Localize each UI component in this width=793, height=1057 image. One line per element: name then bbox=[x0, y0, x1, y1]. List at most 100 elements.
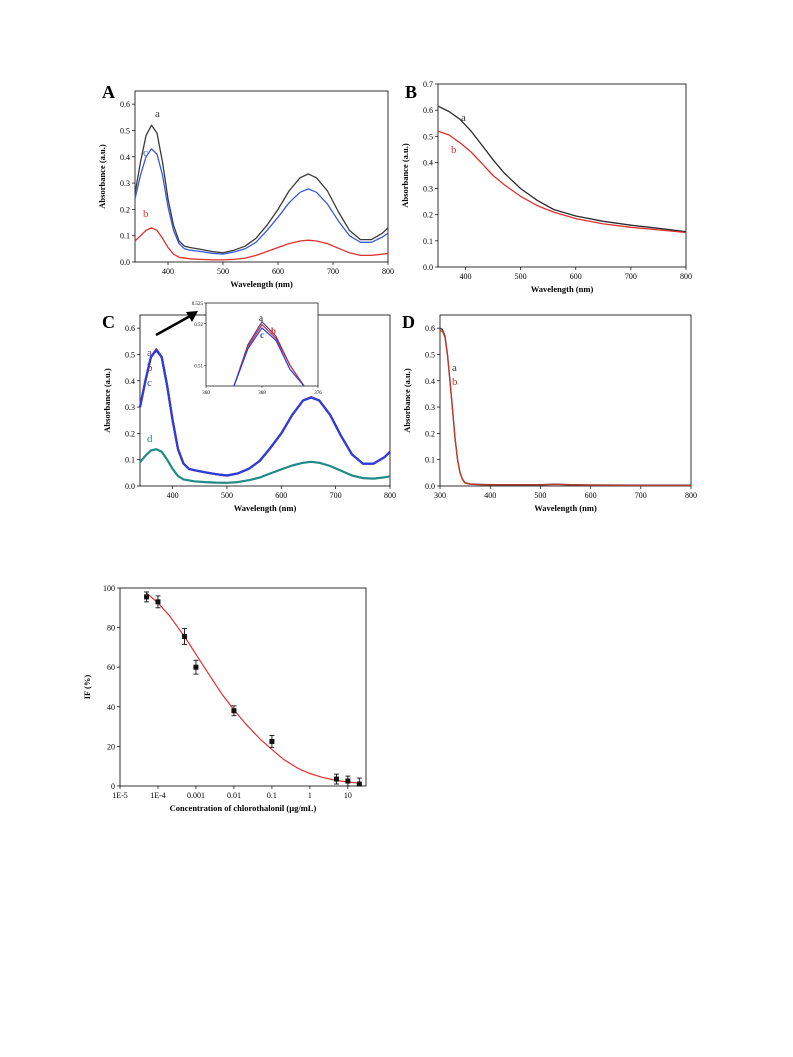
x-tick-label: 400 bbox=[167, 491, 179, 500]
data-point bbox=[333, 776, 339, 782]
y-tick-label: 20 bbox=[107, 742, 115, 751]
x-tick-label: 400 bbox=[460, 272, 472, 281]
plot-frame bbox=[119, 587, 367, 787]
panel-letter: A bbox=[102, 82, 115, 102]
x-axis-label: Wavelength (nm) bbox=[534, 503, 597, 513]
y-tick-label: 0.3 bbox=[120, 179, 130, 188]
y-tick-label: 0.5 bbox=[125, 350, 135, 359]
x-tick-label: 0.01 bbox=[227, 791, 241, 800]
series-line-d bbox=[139, 448, 391, 484]
x-axis-label: Concentration of chlorothalonil (µg/mL) bbox=[170, 803, 317, 813]
series-line-b bbox=[437, 130, 687, 234]
y-tick-label: 0.2 bbox=[423, 211, 433, 220]
data-point bbox=[231, 708, 237, 714]
inset-arrow-head bbox=[186, 311, 198, 322]
x-tick-label: 700 bbox=[327, 267, 339, 276]
y-axis-label: IF (%) bbox=[82, 675, 92, 700]
y-tick-label: 0.7 bbox=[423, 80, 433, 89]
plot-frame bbox=[437, 83, 687, 268]
inset-series-line-c bbox=[233, 326, 305, 387]
y-tick-label: 0.6 bbox=[423, 106, 433, 115]
y-tick-label: 0.3 bbox=[425, 403, 435, 412]
inset-y-tick-label: 0.52 bbox=[194, 323, 203, 328]
data-point bbox=[182, 634, 188, 640]
y-tick-label: 40 bbox=[107, 703, 115, 712]
y-tick-label: 0.2 bbox=[125, 429, 135, 438]
y-axis-label: Absorbance (a.u.) bbox=[400, 143, 410, 208]
panel-letter: B bbox=[405, 82, 417, 102]
panel-letter: C bbox=[102, 312, 115, 332]
x-tick-label: 0.001 bbox=[187, 791, 205, 800]
plot-frame bbox=[439, 314, 692, 487]
x-tick-label: 500 bbox=[534, 491, 546, 500]
data-point bbox=[269, 738, 275, 744]
inset-arrow-shaft bbox=[155, 313, 193, 337]
panel-b: 400 500 600 700 800 0.0 0.1 0.2 0.3 0.4 0.5 0.6 0.7 W… bbox=[400, 80, 692, 294]
series-line-c bbox=[138, 349, 391, 477]
y-tick-label: 60 bbox=[107, 663, 115, 672]
data-point bbox=[356, 781, 362, 787]
panel-c: 400 500 600 700 800 0.0 0.1 0.2 0.3 0.4 0.5 0.6 Wave… bbox=[102, 302, 396, 513]
series-line-a bbox=[437, 105, 687, 233]
inset-label-b: b bbox=[271, 326, 276, 336]
y-tick-label: 0.2 bbox=[425, 429, 435, 438]
y-tick-label: 0.3 bbox=[125, 403, 135, 412]
x-tick-label: 400 bbox=[484, 491, 496, 500]
data-point bbox=[345, 778, 351, 784]
plot-frame bbox=[134, 90, 389, 263]
x-tick-label: 300 bbox=[434, 491, 446, 500]
x-tick-label: 700 bbox=[635, 491, 647, 500]
panel-d: 300 400 500 600 700 800 0.0 0.1 0.2 0.3 0.4 0.5 0.6 W… bbox=[402, 312, 697, 513]
y-tick-label: 0.0 bbox=[423, 263, 433, 272]
fit-curve bbox=[146, 592, 360, 784]
x-tick-label: 500 bbox=[221, 491, 233, 500]
y-tick-label: 0.5 bbox=[425, 350, 435, 359]
series-label-c: c bbox=[147, 377, 152, 389]
series-label-a: a bbox=[452, 362, 457, 374]
y-tick-label: 0.1 bbox=[423, 237, 433, 246]
x-tick-label: 1E-5 bbox=[112, 791, 128, 800]
y-tick-label: 0.4 bbox=[120, 153, 130, 162]
series-label-b: b bbox=[143, 208, 149, 220]
series-line-a bbox=[134, 124, 389, 254]
x-tick-label: 400 bbox=[162, 267, 174, 276]
x-tick-label: 600 bbox=[570, 272, 582, 281]
series-line-b bbox=[439, 330, 691, 487]
inset-frame bbox=[205, 302, 319, 387]
x-tick-label: 1 bbox=[308, 791, 312, 800]
y-tick-label: 0.5 bbox=[423, 132, 433, 141]
y-tick-label: 0.4 bbox=[425, 377, 435, 386]
panel-a: 400 500 600 700 800 0.0 0.1 0.2 0.3 0.4 0.5 0.6 Wave… bbox=[97, 82, 394, 289]
x-tick-label: 800 bbox=[382, 267, 394, 276]
series-line-c bbox=[134, 148, 389, 255]
inset-x-tick-label: 376 bbox=[314, 391, 322, 396]
inset-y-tick-label: 0.525 bbox=[192, 302, 204, 307]
x-tick-label: 800 bbox=[680, 272, 692, 281]
x-tick-label: 600 bbox=[585, 491, 597, 500]
y-tick-label: 0.0 bbox=[125, 482, 135, 491]
series-label-b: b bbox=[452, 376, 458, 388]
y-tick-label: 0.0 bbox=[120, 258, 130, 267]
series-line-b bbox=[134, 227, 389, 261]
x-tick-label: 500 bbox=[217, 267, 229, 276]
x-tick-label: 700 bbox=[625, 272, 637, 281]
series-label-b: b bbox=[451, 144, 457, 156]
y-tick-label: 100 bbox=[103, 584, 115, 593]
inset-x-tick-label: 368 bbox=[258, 391, 266, 396]
y-tick-label: 0 bbox=[111, 782, 115, 791]
y-tick-label: 0.1 bbox=[425, 456, 435, 465]
y-tick-label: 0.1 bbox=[125, 456, 135, 465]
y-tick-label: 80 bbox=[107, 624, 115, 633]
series-label-a: a bbox=[147, 347, 152, 359]
y-tick-label: 0.6 bbox=[425, 324, 435, 333]
x-tick-label: 800 bbox=[685, 491, 697, 500]
y-tick-label: 0.1 bbox=[120, 232, 130, 241]
x-axis-label: Wavelength (nm) bbox=[531, 284, 594, 294]
x-tick-label: 700 bbox=[330, 491, 342, 500]
x-tick-label: 10 bbox=[344, 791, 352, 800]
y-axis-label: Absorbance (a.u.) bbox=[102, 368, 112, 433]
x-tick-label: 500 bbox=[515, 272, 527, 281]
y-tick-label: 0.3 bbox=[423, 185, 433, 194]
y-tick-label: 0.0 bbox=[425, 482, 435, 491]
data-point bbox=[144, 594, 150, 600]
